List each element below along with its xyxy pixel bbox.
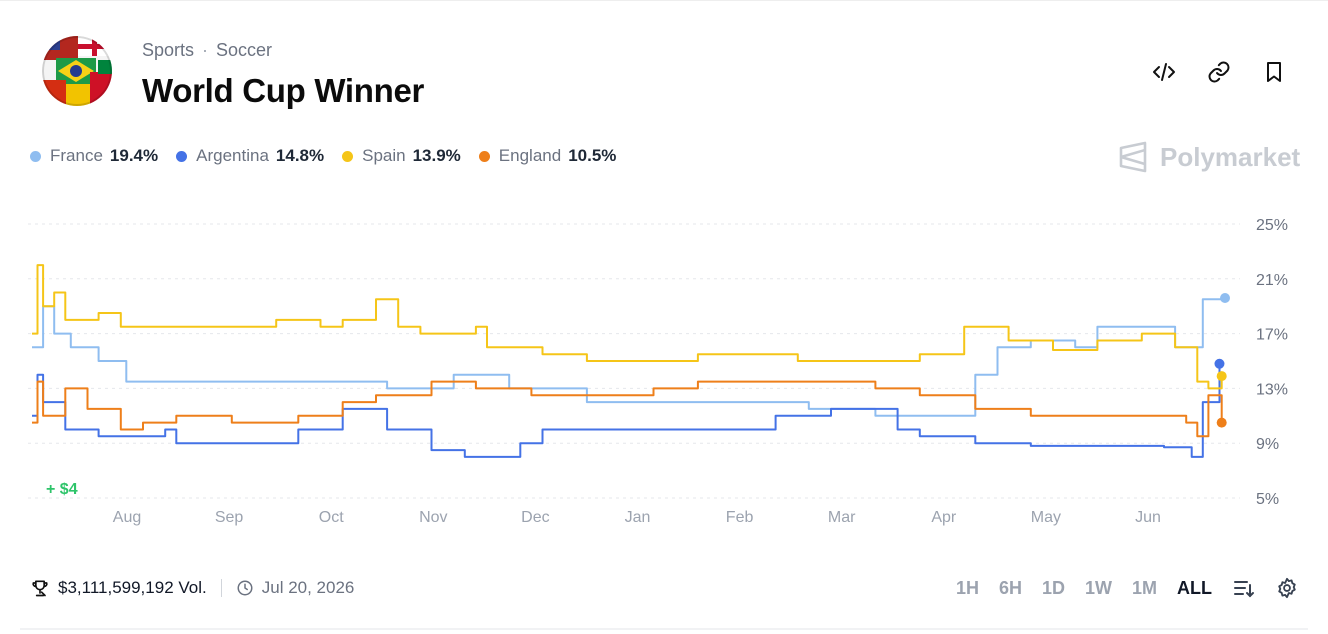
x-tick-label: May bbox=[1031, 509, 1061, 526]
time-range-selector: 1H 6H 1D 1W 1M ALL bbox=[956, 576, 1300, 600]
embed-button[interactable] bbox=[1150, 58, 1178, 86]
x-tick-label: Jan bbox=[625, 509, 651, 526]
y-tick-label: 9% bbox=[1256, 436, 1279, 453]
market-stats: $3,111,599,192 Vol. Jul 20, 2026 bbox=[30, 578, 354, 598]
chart-footer: $3,111,599,192 Vol. Jul 20, 2026 1H 6H 1… bbox=[30, 574, 1300, 606]
legend-value: 19.4% bbox=[109, 146, 159, 165]
gear-icon bbox=[1278, 577, 1296, 599]
x-axis-labels: Aug Sep Oct Nov Dec Jan Feb Mar Apr May Jun bbox=[113, 509, 1161, 526]
legend-dot bbox=[478, 150, 490, 162]
bottom-border bbox=[20, 628, 1308, 630]
page-title: World Cup Winner bbox=[142, 72, 425, 109]
sort-lines-icon bbox=[1234, 581, 1254, 598]
x-tick-label: Feb bbox=[726, 509, 754, 526]
legend-value: 14.8% bbox=[275, 146, 325, 165]
chart-filter-button[interactable] bbox=[1232, 576, 1256, 600]
series-line-france[interactable] bbox=[32, 298, 1226, 417]
clock-icon bbox=[237, 580, 253, 596]
legend-dot bbox=[30, 150, 41, 162]
chart-gridlines bbox=[28, 223, 1240, 499]
legend-item-france[interactable]: France 19.4% bbox=[30, 146, 158, 166]
legend-dot bbox=[176, 150, 188, 162]
breadcrumb-soccer[interactable]: Soccer bbox=[216, 40, 273, 60]
breadcrumb: Sports · Soccer bbox=[142, 40, 272, 61]
legend-name: Spain bbox=[362, 146, 406, 165]
x-tick-label: Sep bbox=[215, 509, 244, 526]
market-header: Sports · Soccer World Cup Winner bbox=[42, 34, 1302, 114]
x-tick-label: Oct bbox=[319, 509, 344, 526]
series-line-england[interactable] bbox=[32, 380, 1223, 438]
top-border bbox=[0, 0, 1328, 1]
range-1w[interactable]: 1W bbox=[1084, 577, 1112, 598]
bookmark-button[interactable] bbox=[1260, 58, 1288, 86]
trophy-icon bbox=[32, 580, 48, 597]
legend-name: Argentina bbox=[196, 146, 269, 165]
end-date: Jul 20, 2026 bbox=[261, 578, 355, 597]
brand-name: Polymarket bbox=[1160, 141, 1301, 172]
y-axis-labels: 25% 21% 17% 13% 9% 5% bbox=[1256, 217, 1288, 508]
y-tick-label: 21% bbox=[1256, 272, 1288, 289]
price-history-chart[interactable]: 25% 21% 17% 13% 9% 5% Aug Sep Oct Nov Dec Jan Feb Ma… bbox=[0, 200, 1328, 530]
legend-dot bbox=[342, 150, 354, 162]
stats-divider bbox=[220, 579, 222, 597]
legend-item-england[interactable]: England 10.5% bbox=[478, 146, 617, 166]
chart-legend: France 19.4% Argentina 14.8% Spain 13.9%… bbox=[30, 146, 616, 166]
y-tick-label: 13% bbox=[1256, 381, 1288, 398]
chart-series bbox=[32, 264, 1231, 458]
y-tick-label: 5% bbox=[1256, 491, 1279, 508]
series-endpoint-england[interactable] bbox=[1216, 417, 1227, 428]
legend-name: England bbox=[498, 146, 562, 165]
embed-icon bbox=[1153, 63, 1175, 81]
y-tick-label: 17% bbox=[1256, 327, 1288, 344]
series-endpoint-spain[interactable] bbox=[1216, 371, 1227, 382]
series-endpoint-france[interactable] bbox=[1220, 292, 1231, 303]
x-tick-label: Aug bbox=[113, 509, 141, 526]
breadcrumb-separator: · bbox=[202, 40, 209, 60]
chart-settings-button[interactable] bbox=[1276, 576, 1300, 600]
legend-value: 10.5% bbox=[568, 146, 617, 165]
y-tick-label: 25% bbox=[1256, 217, 1288, 234]
polymarket-brand: Polymarket bbox=[1118, 141, 1300, 173]
range-1h[interactable]: 1H bbox=[955, 577, 979, 598]
breadcrumb-sports[interactable]: Sports bbox=[142, 40, 195, 60]
range-all[interactable]: ALL bbox=[1177, 577, 1212, 598]
series-line-spain[interactable] bbox=[32, 264, 1223, 390]
x-tick-label: Nov bbox=[419, 509, 447, 526]
series-endpoint-argentina[interactable] bbox=[1214, 358, 1225, 369]
range-6h[interactable]: 6H bbox=[998, 577, 1022, 598]
range-1m[interactable]: 1M bbox=[1131, 577, 1157, 598]
range-1d[interactable]: 1D bbox=[1041, 577, 1065, 598]
x-tick-label: Dec bbox=[521, 509, 549, 526]
legend-item-spain[interactable]: Spain 13.9% bbox=[342, 146, 461, 166]
link-icon bbox=[1208, 61, 1230, 83]
legend-name: France bbox=[50, 146, 103, 165]
copy-link-button[interactable] bbox=[1205, 58, 1233, 86]
volume-value: $3,111,599,192 Vol. bbox=[58, 578, 207, 597]
pnl-annotation: + $4 bbox=[46, 481, 78, 498]
bookmark-icon bbox=[1267, 62, 1281, 82]
polymarket-logo-icon bbox=[1119, 141, 1147, 173]
series-line-argentina[interactable] bbox=[32, 363, 1221, 458]
legend-value: 13.9% bbox=[412, 146, 461, 165]
x-tick-label: Apr bbox=[931, 509, 957, 526]
x-tick-label: Mar bbox=[828, 509, 856, 526]
x-tick-label: Jun bbox=[1135, 509, 1161, 526]
world-cup-ball-logo bbox=[42, 36, 112, 106]
legend-item-argentina[interactable]: Argentina 14.8% bbox=[176, 146, 324, 166]
